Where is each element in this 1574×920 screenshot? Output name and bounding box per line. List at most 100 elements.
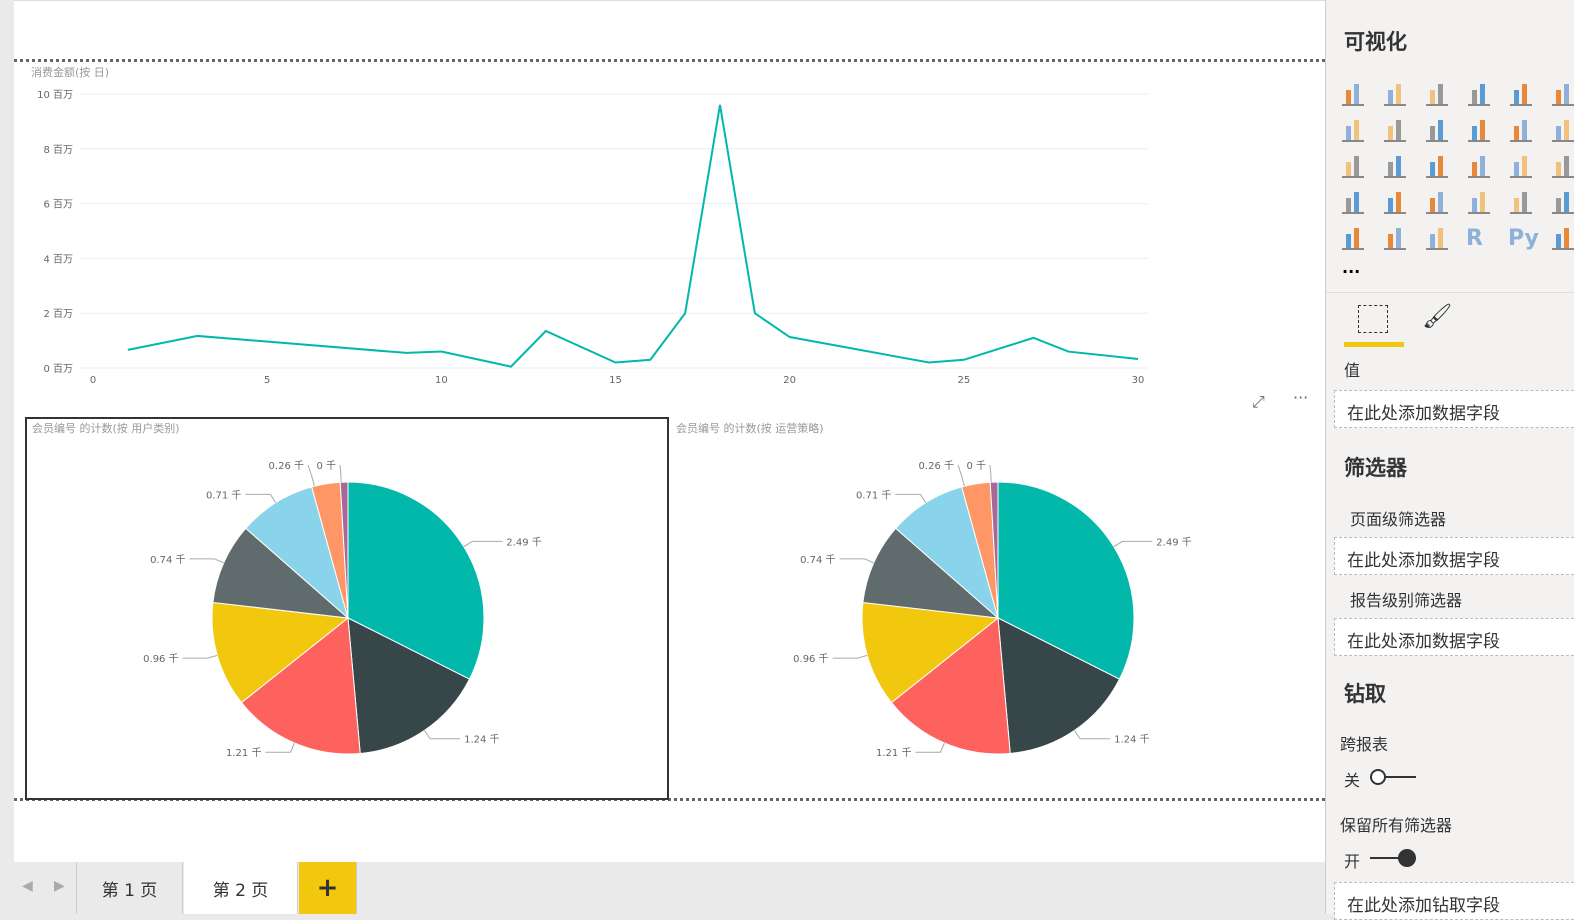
pie-icon[interactable] [1424,154,1450,180]
next-page-icon[interactable]: ▶ [54,878,65,894]
slicer-icon[interactable] [1340,226,1366,252]
leader-line [957,464,965,487]
100-column-icon[interactable] [1550,82,1574,108]
pie-slice [211,601,350,704]
gauge-icon[interactable] [1424,190,1450,216]
data-label: 0.71 千 [856,489,891,501]
focus-mode-icon[interactable]: ⤢ [1252,392,1265,411]
pie-slice [862,527,1000,619]
area-chart-icon[interactable] [1382,118,1408,144]
arcgis-icon[interactable] [1550,226,1574,252]
pie-slice [339,481,349,619]
data-label: 0.71 千 [206,489,241,501]
y-tick-label: 6 百万 [43,199,73,211]
table-icon[interactable] [1382,226,1408,252]
pie-slice [861,601,1000,704]
cross-report-state: 关 [1344,771,1361,790]
matrix-icon[interactable] [1424,226,1450,252]
x-tick-label: 5 [264,375,270,386]
data-label: 1.24 千 [464,734,499,746]
leader-line [339,464,342,483]
fields-tab-icon[interactable] [1358,305,1388,333]
prev-page-icon[interactable]: ◀ [22,878,33,894]
report-filters-label: 报告级别筛选器 [1350,591,1463,610]
more-visuals-button[interactable]: ··· [1342,262,1361,281]
line-chart[interactable]: 0 百万 2 百万 4 百万 6 百万 8 百万 10 百万 0 5 10 15 20 25 30 [0,0,1325,400]
data-label: 0.74 千 [150,554,185,566]
values-drop-field[interactable]: 在此处添加数据字段 [1334,390,1574,428]
line-chart-icon[interactable] [1340,118,1366,144]
stacked-area-icon[interactable] [1424,118,1450,144]
leader-line [182,654,218,659]
card-icon[interactable] [1466,190,1492,216]
pie-slice [347,481,485,680]
y-tick-label: 0 百万 [43,363,73,375]
page-filter-drop-field[interactable]: 在此处添加数据字段 [1334,537,1574,575]
leader-line [915,742,945,753]
more-options-icon[interactable]: ··· [1293,388,1309,407]
ribbon-chart-icon[interactable] [1550,118,1574,144]
waterfall-icon[interactable] [1340,154,1366,180]
stacked-column-icon[interactable] [1382,82,1408,108]
pie-chart-2-title: 会员编号 的计数(按 运营策略) [676,422,824,435]
tab-page-1[interactable]: 第 1 页 [76,862,183,914]
filled-map-icon[interactable] [1340,190,1366,216]
data-label: 2.49 千 [506,536,541,548]
100-bar-icon[interactable] [1508,82,1534,108]
stacked-bar-icon[interactable] [1340,82,1366,108]
treemap-icon[interactable] [1508,154,1534,180]
line-column-icon[interactable] [1466,118,1492,144]
data-line [127,104,1139,368]
pie-chart-1[interactable]: 2.49 千 1.24 千 1.21 千 0.96 千 0.74 千 0.71 千 0.26… [0,0,700,800]
tab-page-2[interactable]: 第 2 页 [184,862,298,914]
format-roller-icon[interactable]: 🖌 [1422,302,1453,330]
pane-title: 可视化 [1344,30,1407,54]
cross-report-label: 跨报表 [1340,735,1389,754]
drill-title: 钻取 [1344,682,1386,706]
clustered-column-icon[interactable] [1466,82,1492,108]
leader-line [245,493,277,504]
data-label: 0.96 千 [793,653,828,665]
selection-border [14,59,1325,62]
report-filter-drop-field[interactable]: 在此处添加数据字段 [1334,618,1574,656]
cross-report-toggle[interactable] [1370,768,1416,786]
leader-line [189,558,224,564]
map-icon[interactable] [1550,154,1574,180]
keep-filters-state: 开 [1344,852,1361,871]
visualizations-pane: 可视化 R Py ··· 🖌 值 在此处添加数据字段 筛选器 页面级筛选器 在此处… [1325,0,1574,920]
leader-line [895,493,927,504]
line-chart-title: 消费金额(按 日) [31,66,110,79]
pie-slice [212,527,350,619]
scatter-icon[interactable] [1382,154,1408,180]
data-label: 0.26 千 [919,460,954,472]
add-page-button[interactable]: + [299,862,357,914]
pie-slice [245,486,349,620]
data-label: 2.49 千 [1156,536,1191,548]
x-tick-label: 30 [1132,375,1145,386]
leader-line [265,742,295,753]
filters-title: 筛选器 [1344,456,1407,480]
clustered-bar-icon[interactable] [1424,82,1450,108]
multirow-card-icon[interactable] [1508,190,1534,216]
pie-chart-2[interactable]: 2.49 千 1.24 千 1.21 千 0.96 千 0.74 千 0.71 千 0.26… [650,0,1350,800]
data-label: 0.26 千 [269,460,304,472]
line-clustered-icon[interactable] [1508,118,1534,144]
data-label: 0 千 [316,460,336,472]
active-tab-indicator [1344,342,1404,347]
pie-slice [347,617,471,754]
data-label: 0.96 千 [143,653,178,665]
report-canvas [14,0,1325,862]
leader-line [832,654,868,659]
pie-slice [989,481,999,619]
data-label: 1.21 千 [876,747,911,759]
funnel-icon[interactable] [1382,190,1408,216]
keep-filters-toggle[interactable] [1370,849,1416,867]
donut-icon[interactable] [1466,154,1492,180]
kpi-icon[interactable] [1550,190,1574,216]
pie-chart-1-frame[interactable] [25,417,669,800]
r-visual-icon[interactable]: R [1466,226,1483,251]
python-visual-icon[interactable]: Py [1508,226,1539,251]
leader-line [463,540,503,548]
drill-drop-field[interactable]: 在此处添加钻取字段 [1334,882,1574,920]
leader-line [839,558,874,564]
